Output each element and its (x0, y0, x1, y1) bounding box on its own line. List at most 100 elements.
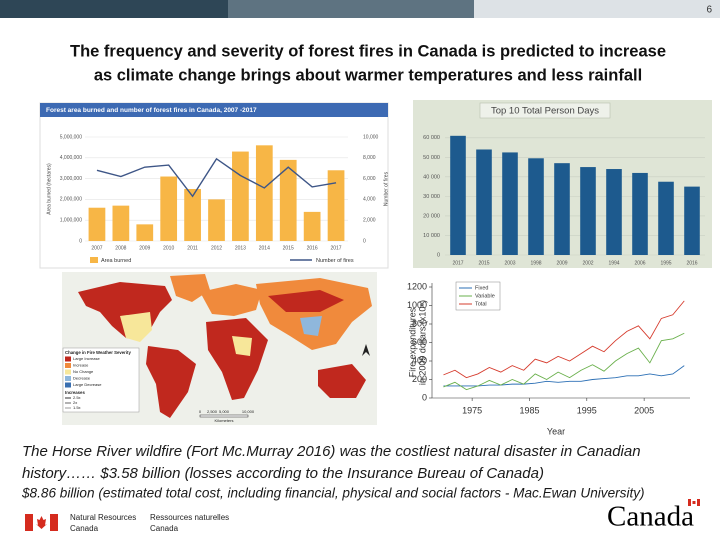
body-text: The Horse River wildfire (Fort Mc.Murray… (22, 443, 641, 460)
legend-swatch (65, 376, 71, 381)
bar (554, 163, 570, 255)
legend-label: Large Decrease (73, 382, 102, 387)
north-arrow (362, 344, 370, 356)
y-tick-label: 1,000,000 (60, 218, 82, 224)
bar (255, 145, 273, 241)
flag-band (50, 514, 58, 531)
legend-label: 2.5x (73, 395, 81, 400)
bar (208, 199, 225, 241)
bar (606, 169, 622, 255)
y-tick-label: 50 000 (423, 155, 440, 161)
scale-unit: Kilometers (215, 418, 234, 423)
y-tick-label: 0 (437, 252, 440, 258)
y2-tick-label: 0 (363, 238, 366, 244)
banner-light (474, 0, 720, 18)
y-tick-label: 5,000,000 (60, 134, 82, 140)
landmass (206, 318, 268, 400)
legend-label: Large Increase (73, 356, 100, 361)
x-tick-label: 2005 (634, 405, 654, 415)
x-tick-label: 1975 (462, 405, 482, 415)
legend-swatch (65, 356, 71, 362)
y-tick-label: 800 (412, 318, 427, 328)
bar (632, 172, 648, 255)
landmass (146, 346, 196, 418)
x-tick-label: 2012 (211, 245, 222, 251)
landmass (318, 364, 366, 398)
chart-frame (408, 278, 692, 428)
series-line (443, 332, 685, 391)
x-tick-label: 2016 (307, 245, 318, 251)
bar (303, 211, 321, 241)
x-tick-label: 2014 (259, 245, 270, 251)
legend-label: Number of fires (316, 258, 354, 264)
x-tick-label: 2008 (115, 245, 126, 251)
x-tick-label: 1994 (608, 260, 619, 266)
legend-label: No Change (73, 369, 94, 374)
bar (476, 149, 492, 255)
legend-label: 2x (73, 400, 77, 405)
y-tick-label: 10 000 (423, 233, 440, 239)
body-text: $8.86 billion (estimated total cost, inc… (21, 486, 645, 501)
y-tick-label: 400 (412, 355, 427, 365)
y-tick-label: 30 000 (423, 194, 440, 200)
x-tick-label: 2017 (452, 260, 463, 266)
bar (279, 159, 297, 241)
legend-swatch (65, 369, 71, 375)
bar (88, 207, 106, 241)
legend-label: Total (475, 301, 487, 307)
legend-label: 1.5x (73, 405, 81, 410)
y-tick-label: 20 000 (423, 213, 440, 219)
y-axis-title: Area burned (hectares) (46, 163, 52, 215)
x-tick-label: 2007 (91, 245, 102, 251)
slide-title: as climate change brings about warmer te… (94, 66, 642, 84)
x-tick-label: 1995 (577, 405, 597, 415)
maple-leaf (36, 516, 47, 529)
banner-dark (0, 0, 228, 18)
chart-title: Top 10 Total Person Days (491, 106, 599, 117)
y-tick-label: 1200 (407, 281, 427, 291)
y-tick-label: 200 (412, 374, 427, 384)
scale-label: 5,000 (219, 409, 230, 414)
legend-label: Decrease (73, 376, 91, 381)
y2-tick-label: 6,000 (363, 176, 376, 182)
x-tick-label: 1998 (530, 260, 541, 266)
y-tick-label: 40 000 (423, 174, 440, 180)
x-tick-label: 2015 (283, 245, 294, 251)
y2-tick-label: 4,000 (363, 197, 376, 203)
flag-band (25, 514, 33, 531)
x-tick-label: 2002 (582, 260, 593, 266)
flag-band (697, 499, 700, 506)
chart-header (40, 103, 388, 117)
y-axis-title: Fire expenditures (407, 307, 417, 377)
y-tick-label: 1000 (407, 300, 427, 310)
x-axis-title: Year (547, 426, 565, 436)
map-legend-title: Change in Fire Weather Severity (65, 350, 131, 355)
bar (528, 158, 544, 255)
x-tick-label: 2009 (556, 260, 567, 266)
scale-bar (199, 414, 249, 418)
legend-swatch (65, 382, 71, 388)
x-tick-label: 2010 (163, 245, 174, 251)
bar (580, 167, 596, 255)
bar (658, 181, 674, 255)
y-tick-label: 0 (422, 392, 427, 402)
bar (136, 224, 154, 241)
x-tick-label: 1985 (519, 405, 539, 415)
y-tick-label: 2,000,000 (60, 197, 82, 203)
series-line (443, 300, 685, 379)
bar (502, 152, 518, 255)
x-tick-label: 2015 (478, 260, 489, 266)
canada-flag (25, 514, 58, 531)
legend-label: Fixed (475, 285, 488, 291)
wordmark: Canada (607, 501, 694, 533)
y-tick-label: 600 (412, 337, 427, 347)
scale-label: 0 (199, 409, 202, 414)
department-name: Ressources naturelles (150, 513, 229, 522)
landmass (120, 312, 152, 342)
department-name: Canada (150, 524, 179, 533)
x-tick-label: 2011 (187, 245, 198, 251)
landmass (200, 284, 262, 316)
series-line (443, 365, 685, 387)
